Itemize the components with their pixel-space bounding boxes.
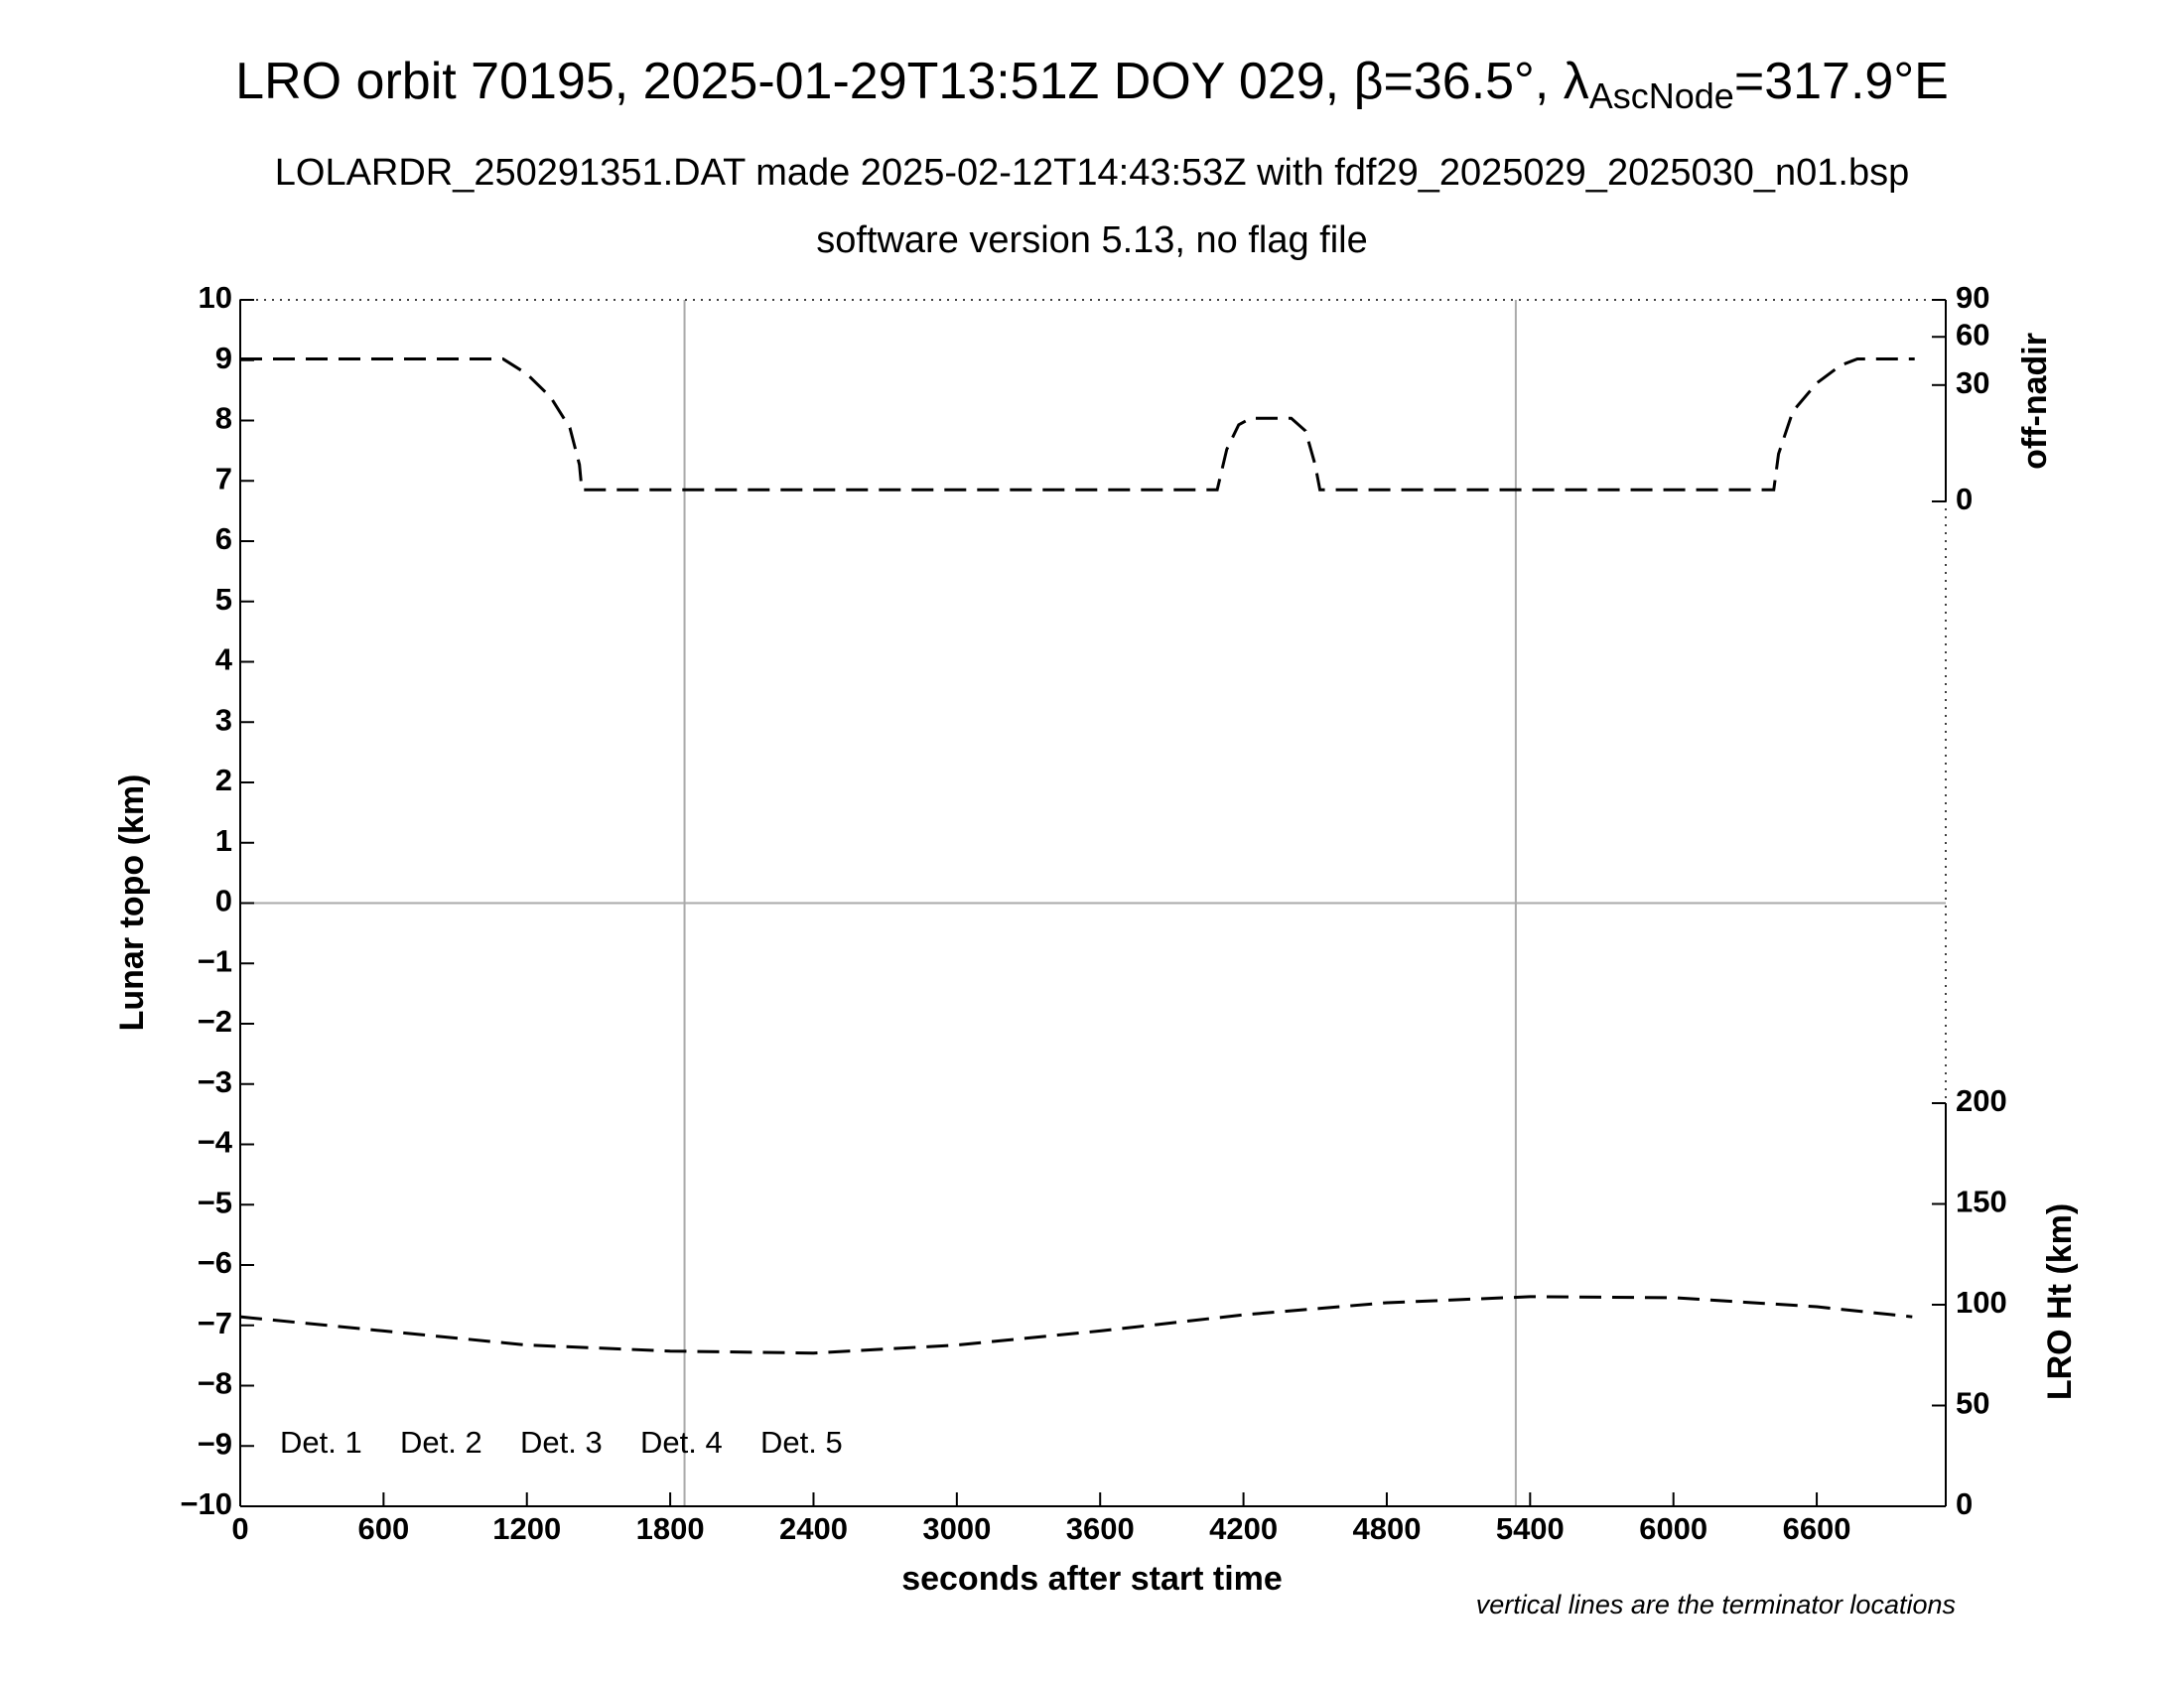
y2-tick-label: 60 (1956, 317, 1989, 352)
y3-tick-label: 0 (1956, 1486, 1973, 1521)
subtitle: LOLARDR_250291351.DAT made 2025-02-12T14… (275, 152, 1910, 194)
y2-tick-label: 0 (1956, 482, 1973, 516)
x-tick-label: 600 (358, 1511, 410, 1546)
y-tick-label: 2 (215, 763, 232, 797)
data-line (239, 1295, 1913, 1355)
y-tick-label: −5 (198, 1185, 232, 1219)
x-tick-label: 4200 (1209, 1511, 1278, 1546)
y2-tick-label: 90 (1956, 280, 1989, 315)
x-tick-label: 3000 (922, 1511, 991, 1546)
x-tick-label: 5400 (1496, 1511, 1565, 1546)
x-tick-label: 0 (231, 1511, 248, 1546)
legend-entry: Det. 3 (520, 1425, 603, 1460)
x-tick-label: 4800 (1352, 1511, 1421, 1546)
y-tick-label: 4 (215, 642, 233, 677)
legend-entry: Det. 1 (280, 1425, 362, 1460)
y-tick-label: −2 (198, 1004, 232, 1039)
title-main: LRO orbit 70195, 2025-01-29T13:51Z DOY 0… (235, 53, 1589, 110)
y-tick-label: 8 (215, 401, 232, 436)
title-suffix: =317.9°E (1734, 53, 1949, 110)
x-tick-label: 6600 (1783, 1511, 1851, 1546)
y2-tick-label: 30 (1956, 365, 1989, 400)
x-tick-label: 6000 (1639, 1511, 1707, 1546)
y-tick-label: 6 (215, 521, 232, 556)
y-tick-label: −10 (180, 1486, 232, 1521)
y-tick-label: 0 (215, 884, 232, 918)
x-tick-label: 2400 (779, 1511, 848, 1546)
y-tick-label: −9 (198, 1426, 232, 1461)
y-tick-label: −4 (198, 1125, 233, 1160)
y3-tick-label: 100 (1956, 1285, 2007, 1320)
note: vertical lines are the terminator locati… (1476, 1590, 1956, 1619)
y-tick-label: −6 (198, 1245, 232, 1280)
y-tick-label: −1 (198, 943, 232, 978)
y-tick-label: 9 (215, 341, 232, 375)
title-subscript: AscNode (1589, 75, 1734, 116)
x-tick-label: 1200 (492, 1511, 561, 1546)
legend-entry: Det. 5 (760, 1425, 843, 1460)
x-tick-label: 1800 (636, 1511, 705, 1546)
legend-entry: Det. 2 (400, 1425, 482, 1460)
y3-tick-label: 150 (1956, 1185, 2007, 1219)
y-tick-label: 3 (215, 702, 232, 737)
legend-entry: Det. 4 (640, 1425, 723, 1460)
y2-axis-label: off-nadir (2016, 333, 2054, 470)
y-axis-label: Lunar topo (km) (113, 774, 151, 1032)
y-tick-label: −8 (198, 1366, 232, 1401)
x-tick-label: 3600 (1066, 1511, 1135, 1546)
y-tick-label: 10 (199, 280, 232, 315)
y-tick-label: −3 (198, 1064, 232, 1099)
y3-tick-label: 50 (1956, 1386, 1989, 1421)
y3-tick-label: 200 (1956, 1083, 2007, 1118)
x-axis-label: seconds after start time (901, 1560, 1283, 1598)
chart-title: LRO orbit 70195, 2025-01-29T13:51Z DOY 0… (235, 53, 1949, 116)
y-tick-label: −7 (198, 1306, 232, 1340)
y3-axis-label: LRO Ht (km) (2041, 1203, 2079, 1400)
subtitle: software version 5.13, no flag file (816, 219, 1368, 261)
data-line (240, 356, 1915, 492)
y-tick-label: 7 (215, 461, 232, 495)
y-tick-label: 5 (215, 582, 232, 617)
y-tick-label: 1 (215, 823, 232, 858)
